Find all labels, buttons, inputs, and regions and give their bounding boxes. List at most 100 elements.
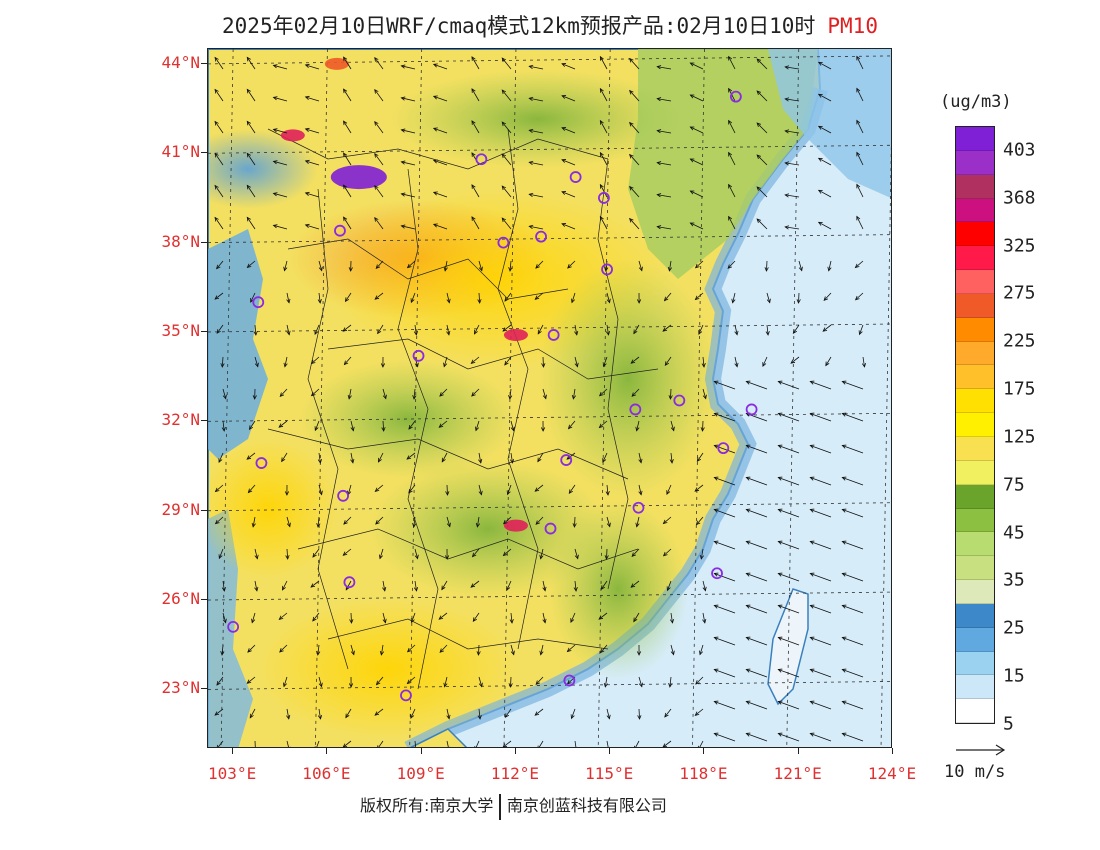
wind-arrow [432, 223, 448, 230]
station-marker [412, 349, 425, 362]
wind-arrow [471, 120, 480, 134]
colorbar-segment [956, 532, 994, 557]
lat-tick [201, 241, 207, 243]
wind-arrow [534, 484, 544, 492]
lon-gridline [880, 142, 891, 747]
wind-arrow [570, 708, 576, 720]
wind-arrow [221, 420, 226, 432]
station-marker [598, 192, 610, 204]
wind-arrow [662, 324, 672, 332]
wind-arrow [561, 63, 576, 70]
wind-arrow [528, 128, 544, 134]
wind-arrow [528, 224, 544, 230]
wind-arrow [670, 644, 675, 656]
wind-arrow [762, 356, 768, 367]
wind-arrow [432, 127, 448, 134]
wind-arrow [535, 676, 544, 685]
wind-arrow [432, 159, 448, 166]
wind-reference-label: 10 m/s [944, 762, 1006, 782]
wind-arrow [574, 324, 579, 336]
wind-arrow [777, 380, 800, 390]
lat-label: 23°N [161, 678, 200, 698]
wind-arrow [695, 516, 704, 526]
wind-arrow [342, 548, 352, 556]
wind-arrow [478, 452, 483, 464]
wind-arrow [777, 636, 800, 646]
wind-arrow [502, 548, 512, 557]
wind-arrow [731, 292, 736, 304]
wind-arrow [286, 740, 291, 747]
wind-arrow [272, 96, 288, 102]
lon-tick [420, 748, 422, 754]
wind-arrow [689, 126, 704, 134]
wind-arrow [216, 324, 224, 334]
wind-arrow [856, 151, 864, 166]
wind-arrow [218, 452, 224, 464]
wind-arrow [734, 356, 739, 368]
wind-arrow [381, 420, 386, 432]
wind-arrow [764, 260, 769, 272]
wind-arrow [478, 676, 483, 688]
wind-arrow [216, 260, 224, 270]
wind-arrow [756, 58, 768, 70]
wind-arrow [702, 612, 707, 624]
wind-arrow [528, 96, 544, 102]
wind-arrow [272, 128, 288, 134]
wind-arrow [822, 324, 832, 332]
wind-arrow [561, 95, 576, 102]
wind-arrow [316, 516, 321, 528]
wind-arrow [281, 452, 288, 463]
lon-label: 106°E [302, 764, 351, 783]
wind-arrow [246, 260, 256, 269]
wind-arrow [713, 636, 736, 646]
wind-arrow [777, 412, 800, 422]
wind-arrow [604, 548, 609, 560]
wind-arrow [728, 151, 736, 166]
wind-arrow [374, 56, 384, 70]
wind-arrow [470, 580, 480, 588]
wind-arrow [689, 222, 704, 230]
wind-arrow [756, 154, 768, 166]
wind-arrow [343, 184, 352, 198]
lon-gridline [220, 49, 234, 747]
wind-arrow [247, 484, 256, 494]
wind-arrow [509, 452, 515, 464]
wind-arrow [216, 740, 224, 747]
wind-arrow [599, 215, 608, 230]
wind-arrow [656, 129, 672, 134]
wind-arrow [566, 452, 576, 460]
wind-arrow [249, 708, 256, 719]
wind-arrow [777, 444, 800, 454]
wind-arrow [380, 356, 386, 368]
wind-arrow [414, 548, 419, 560]
lon-label: 121°E [773, 764, 822, 783]
colorbar-label: 25 [1003, 617, 1025, 639]
colorbar-segment [956, 198, 994, 223]
wind-arrow [695, 676, 704, 685]
wind-arrow [566, 644, 576, 653]
wind-arrow [817, 93, 832, 102]
wind-arrow [841, 476, 864, 486]
wind-arrow [474, 324, 480, 335]
colorbar-segment [956, 651, 994, 676]
wind-arrow [606, 740, 610, 747]
wind-arrow [221, 580, 226, 592]
wind-arrow [286, 708, 291, 720]
wind-arrow [728, 55, 736, 70]
wind-arrow [629, 57, 640, 70]
wind-arrow [247, 644, 256, 653]
wind-arrow [251, 516, 256, 528]
wind-arrow [441, 580, 448, 591]
lat-gridline [208, 55, 891, 65]
wind-arrow [432, 191, 448, 198]
hotspots-layer [280, 57, 528, 532]
lon-tick [797, 748, 799, 754]
wind-arrow [567, 260, 576, 269]
wind-arrow [279, 388, 288, 398]
wind-arrow [317, 292, 322, 304]
wind-arrow [756, 218, 768, 230]
colorbar-label: 403 [1003, 139, 1036, 161]
map-panel[interactable] [207, 48, 892, 748]
wind-arrow [656, 97, 672, 102]
wind-arrow [745, 700, 768, 710]
